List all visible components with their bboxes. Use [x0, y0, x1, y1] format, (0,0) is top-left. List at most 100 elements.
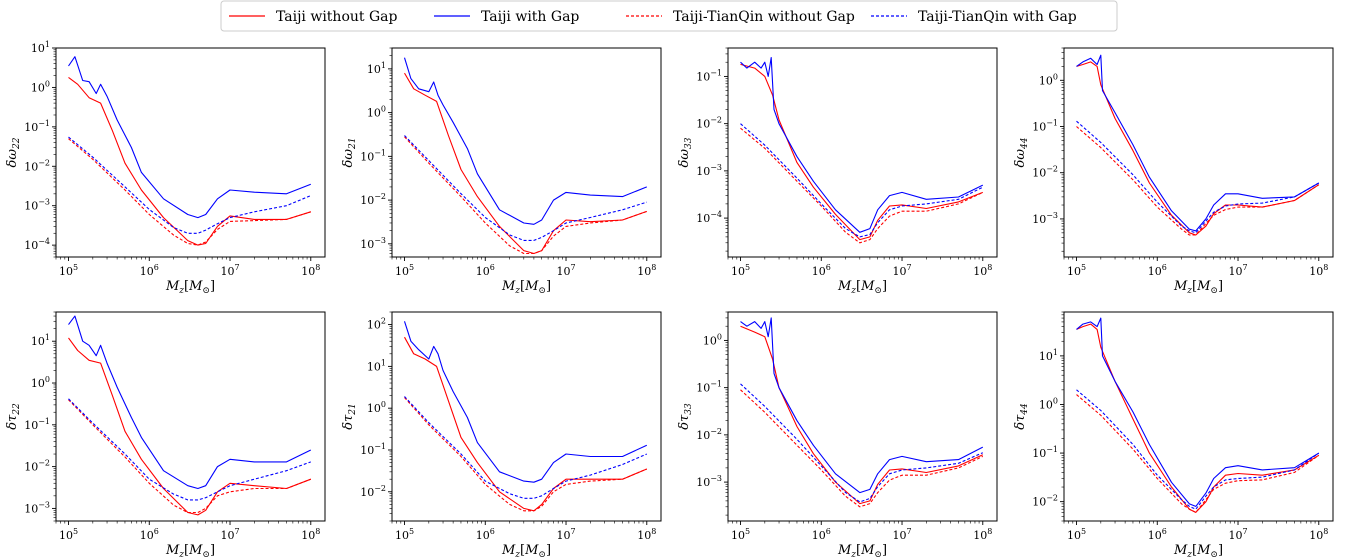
- y-tick-label: 101: [1039, 348, 1058, 363]
- y-tick-label: 100: [1039, 72, 1058, 87]
- y-tick-label: 100: [31, 375, 50, 390]
- series-line-dw33-3: [740, 127, 984, 244]
- y-tick-label: 10−2: [360, 484, 386, 499]
- y-tick-label: 10−3: [696, 474, 722, 489]
- y-tick-label: 100: [367, 400, 386, 415]
- y-axis-label: δτ22: [5, 403, 22, 430]
- x-axis-label: Mz[M⊙]: [1173, 279, 1223, 296]
- series-line-dw33-4: [740, 123, 984, 238]
- panel-dt21: 105 106 107 108 10−2 10−1 100 101 102 Mz[M⊙] δτ21: [341, 311, 662, 557]
- y-tick-label: 10−2: [1032, 165, 1058, 180]
- series-line-dt21-4: [404, 396, 648, 499]
- series-line-dw44-1: [1076, 61, 1320, 236]
- y-tick-label: 101: [367, 358, 386, 373]
- panel-dw22: 105 106 107 108 10−4 10−3 10−2 10−1 100 101 Mz[M⊙]…: [5, 40, 326, 296]
- panel-dw44: 105 106 107 108 10−3 10−2 10−1 100 Mz[M⊙] δω44: [1013, 47, 1334, 296]
- x-tick-label: 107: [1228, 527, 1247, 542]
- y-tick-label: 10−1: [360, 148, 386, 163]
- x-tick-label: 108: [637, 527, 656, 542]
- series-line-dt44-4: [1076, 389, 1320, 510]
- y-tick-label: 102: [367, 317, 386, 332]
- y-axis-label: δω22: [5, 137, 22, 167]
- y-tick-label: 10−1: [24, 119, 50, 134]
- legend-label-3: Taiji-TianQin without Gap: [673, 9, 855, 25]
- x-tick-label: 105: [731, 527, 750, 542]
- series-line-dw21-3: [404, 136, 647, 255]
- x-tick-label: 105: [395, 527, 414, 542]
- y-tick-label: 100: [1039, 396, 1058, 411]
- y-tick-label: 10−1: [696, 380, 722, 395]
- x-tick-label: 106: [1148, 527, 1167, 542]
- x-tick-label: 105: [59, 527, 78, 542]
- x-tick-label: 105: [395, 263, 414, 278]
- y-tick-label: 10−2: [360, 192, 386, 207]
- series-line-dw44-4: [1076, 120, 1320, 234]
- series-group: [740, 317, 984, 508]
- series-line-dw33-1: [740, 63, 984, 241]
- x-axis-label: Mz[M⊙]: [165, 543, 215, 557]
- series-line-dt44-1: [1076, 323, 1320, 513]
- y-tick-label: 10−4: [24, 237, 50, 252]
- x-tick-label: 107: [1228, 263, 1247, 278]
- y-tick-label: 101: [31, 333, 50, 348]
- x-tick-label: 106: [140, 263, 159, 278]
- panel-dt33: 105 106 107 108 10−3 10−2 10−1 100 Mz[M⊙] δτ33: [677, 311, 998, 557]
- axes-frame: [55, 47, 326, 258]
- series-group: [68, 315, 312, 516]
- series-line-dt33-1: [740, 325, 984, 505]
- axes-frame: [391, 47, 662, 258]
- y-tick-label: 10−3: [24, 500, 50, 515]
- x-tick-label: 106: [1148, 263, 1167, 278]
- x-tick-label: 108: [301, 263, 320, 278]
- y-tick-label: 10−4: [696, 210, 722, 225]
- series-line-dw22-4: [68, 136, 312, 234]
- series-group: [740, 57, 984, 244]
- x-axis-label: Mz[M⊙]: [1173, 543, 1223, 557]
- y-tick-label: 100: [367, 105, 386, 120]
- series-line-dt33-3: [740, 389, 984, 508]
- series-group: [403, 321, 648, 512]
- x-tick-label: 105: [1067, 527, 1086, 542]
- legend-label-4: Taiji-TianQin with Gap: [918, 9, 1077, 25]
- y-axis-label: δω44: [1013, 137, 1030, 167]
- series-line-dw21-2: [403, 57, 648, 225]
- x-tick-label: 108: [973, 263, 992, 278]
- y-tick-label: 100: [703, 332, 722, 347]
- x-tick-label: 107: [892, 527, 911, 542]
- series-line-dw22-3: [68, 138, 311, 246]
- series-group: [68, 56, 312, 246]
- y-tick-label: 101: [31, 40, 50, 55]
- series-line-dw44-3: [1076, 126, 1320, 236]
- y-tick-label: 10−3: [360, 236, 386, 251]
- y-tick-label: 10−1: [1032, 445, 1058, 460]
- x-tick-label: 105: [731, 263, 750, 278]
- series-line-dt22-2: [68, 315, 312, 490]
- y-tick-label: 10−2: [24, 158, 50, 173]
- series-line-dt44-3: [1076, 394, 1320, 513]
- x-tick-label: 108: [973, 527, 992, 542]
- legend-label-1: Taiji without Gap: [276, 9, 397, 25]
- legend: Taiji without Gap Taiji with Gap Taiji-Tia…: [220, 0, 1118, 32]
- x-tick-label: 105: [59, 263, 78, 278]
- y-axis-label: δτ21: [341, 403, 358, 429]
- x-tick-label: 108: [637, 263, 656, 278]
- y-axis-label: δω33: [677, 137, 694, 167]
- x-tick-label: 106: [812, 263, 831, 278]
- series-group: [1076, 317, 1320, 513]
- y-axis-label: δτ44: [1013, 403, 1030, 430]
- x-tick-label: 107: [220, 527, 239, 542]
- panel-dw21: 105 106 107 108 10−3 10−2 10−1 100 101 Mz[M⊙] δω21: [341, 47, 662, 296]
- x-axis-label: Mz[M⊙]: [501, 543, 551, 557]
- series-group: [1076, 54, 1320, 236]
- series-line-dw21-4: [404, 135, 647, 241]
- series-line-dw33-2: [740, 57, 984, 233]
- x-tick-label: 106: [476, 527, 495, 542]
- panel-dw33: 105 106 107 108 10−4 10−3 10−2 10−1 Mz[M⊙] δω33: [677, 47, 998, 296]
- x-tick-label: 107: [892, 263, 911, 278]
- y-tick-label: 10−2: [24, 459, 50, 474]
- panel-dt44: 105 106 107 108 10−2 10−1 100 101 Mz[M⊙] δτ44: [1013, 311, 1334, 557]
- axes-frame: [727, 47, 998, 258]
- series-line-dw44-2: [1076, 54, 1320, 232]
- x-axis-label: Mz[M⊙]: [837, 279, 887, 296]
